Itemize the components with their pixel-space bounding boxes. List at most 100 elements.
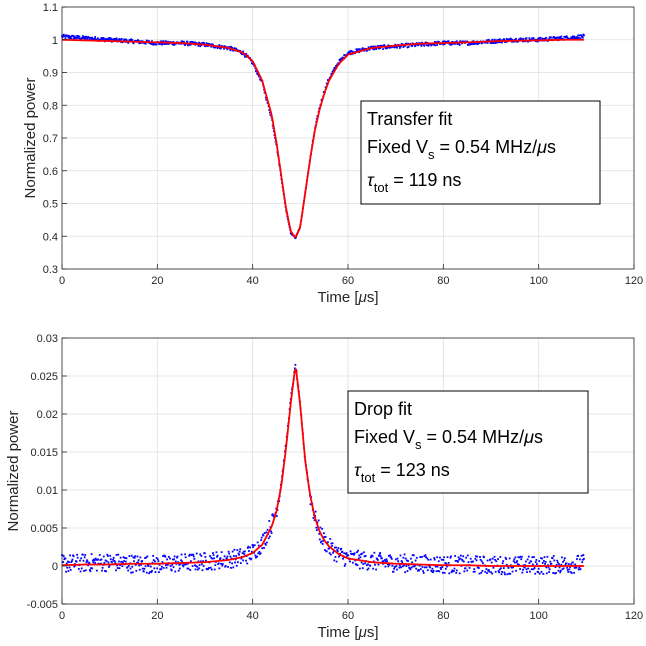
measured-point <box>398 566 401 569</box>
measured-point <box>88 561 91 564</box>
measured-point <box>572 37 575 40</box>
measured-point <box>157 560 160 563</box>
annotation-box: Transfer fit Fixed Vs = 0.54 MHz/μs τtot… <box>360 100 601 205</box>
measured-point <box>69 554 72 557</box>
measured-point <box>66 560 69 563</box>
measured-point <box>422 570 425 572</box>
measured-point <box>102 555 105 558</box>
measured-point <box>560 556 563 559</box>
measured-point <box>520 558 523 561</box>
measured-point <box>178 567 181 570</box>
measured-point <box>126 566 129 569</box>
measured-point <box>467 43 470 46</box>
measured-point <box>338 554 341 557</box>
measured-point <box>512 566 515 569</box>
measured-point <box>386 46 389 49</box>
measured-point <box>94 38 97 40</box>
measured-point <box>162 567 165 569</box>
measured-point <box>360 553 362 556</box>
measured-point <box>472 560 474 563</box>
measured-point <box>114 562 117 565</box>
measured-point <box>414 44 417 47</box>
measured-point <box>457 560 459 563</box>
measured-point <box>194 568 197 571</box>
measured-point <box>331 545 333 547</box>
measured-point <box>171 43 174 46</box>
measured-point <box>449 556 452 559</box>
measured-point <box>447 561 450 564</box>
measured-point <box>351 553 354 555</box>
y-tick-label: 1 <box>52 35 58 47</box>
measured-point <box>115 569 117 572</box>
x-tick-label: 100 <box>529 275 547 287</box>
measured-point <box>427 558 430 561</box>
measured-point <box>124 560 127 563</box>
measured-point <box>573 571 575 574</box>
measured-point <box>504 556 507 559</box>
measured-point <box>531 556 534 559</box>
measured-point <box>425 556 427 559</box>
measured-point <box>84 554 87 556</box>
measured-point <box>371 555 374 558</box>
measured-point <box>250 550 253 553</box>
measured-point <box>440 568 443 570</box>
measured-point <box>432 571 434 574</box>
measured-point <box>120 37 123 40</box>
measured-point <box>494 42 497 44</box>
measured-point <box>293 367 296 370</box>
measured-point <box>75 37 78 39</box>
measured-point <box>112 556 115 559</box>
measured-point <box>165 40 167 43</box>
measured-point <box>429 566 431 569</box>
measured-point <box>80 567 83 570</box>
measured-point <box>556 559 559 562</box>
measured-point <box>246 547 249 549</box>
measured-point <box>450 571 453 574</box>
measured-point <box>195 565 198 567</box>
measured-point <box>158 563 161 566</box>
measured-point <box>109 554 112 557</box>
measured-point <box>486 39 488 42</box>
measured-point <box>294 237 297 240</box>
measured-point <box>132 556 135 559</box>
measured-point <box>64 35 66 37</box>
measured-point <box>159 40 162 43</box>
measured-point <box>506 573 509 576</box>
measured-point <box>109 558 112 561</box>
measured-point <box>412 554 415 557</box>
measured-point <box>480 571 483 574</box>
measured-point <box>315 526 318 529</box>
measured-point <box>116 567 119 569</box>
measured-point <box>543 556 546 558</box>
measured-point <box>318 538 321 541</box>
measured-point <box>91 567 94 570</box>
measured-point <box>387 44 390 47</box>
measured-point <box>556 561 559 564</box>
measured-point <box>152 43 155 46</box>
measured-point <box>259 552 262 555</box>
x-tick-label: 20 <box>151 275 163 287</box>
measured-point <box>372 48 375 51</box>
measured-point <box>561 568 564 571</box>
measured-point <box>134 564 137 566</box>
measured-point <box>462 555 465 558</box>
measured-point <box>138 42 141 45</box>
measured-point <box>515 569 517 572</box>
measured-point <box>488 570 491 573</box>
measured-point <box>153 560 156 563</box>
measured-point <box>167 42 170 45</box>
measured-point <box>574 563 577 566</box>
measured-point <box>219 557 222 560</box>
measured-point <box>122 556 125 559</box>
measured-point <box>225 557 228 560</box>
measured-point <box>573 566 576 569</box>
measured-point <box>443 43 446 45</box>
measured-point <box>441 566 444 568</box>
measured-point <box>382 48 384 50</box>
measured-point <box>379 47 382 50</box>
measured-point <box>519 555 522 558</box>
measured-point <box>373 551 376 554</box>
measured-point <box>75 560 78 563</box>
measured-point <box>209 566 212 569</box>
measured-point <box>123 557 126 559</box>
